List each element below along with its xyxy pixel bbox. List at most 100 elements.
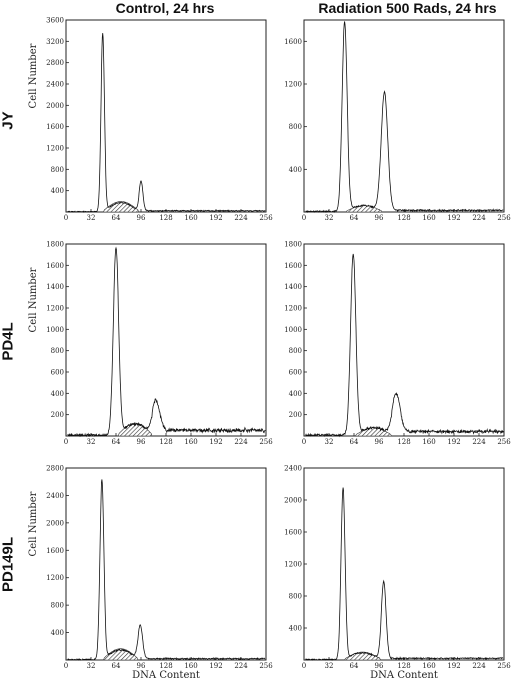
x-axis-title-pd149l-control: DNA Content	[132, 670, 200, 680]
x-tick-label-pd4l-radiation-0: 0	[302, 438, 306, 446]
x-tick-label-pd149l-control-5: 160	[184, 662, 197, 670]
x-tick-label-jy-control-0: 0	[64, 214, 68, 222]
x-tick-label-jy-radiation-7: 224	[472, 214, 486, 222]
x-tick-label-jy-radiation-3: 96	[375, 214, 384, 222]
x-tick-label-jy-control-3: 96	[137, 214, 146, 222]
x-tick-label-jy-radiation-5: 160	[422, 214, 435, 222]
x-tick-label-pd4l-radiation-8: 256	[497, 438, 511, 446]
x-tick-label-pd149l-radiation-8: 256	[497, 662, 511, 670]
y-tick-label-pd149l-radiation-3: 1600	[284, 529, 302, 537]
histogram-curve-pd4l-control	[67, 246, 266, 438]
x-tick-label-pd4l-radiation-7: 224	[472, 438, 486, 446]
x-tick-label-jy-control-6: 192	[209, 214, 222, 222]
y-tick-label-pd149l-control-1: 800	[51, 602, 64, 610]
plot-frame-jy-control	[65, 19, 267, 213]
x-tick-label-pd149l-radiation-7: 224	[472, 662, 486, 670]
y-tick-label-pd4l-radiation-3: 800	[289, 347, 302, 355]
plot-frame-pd4l-radiation	[303, 243, 505, 437]
x-tick-label-pd149l-control-6: 192	[209, 662, 222, 670]
y-tick-label-pd4l-control-0: 200	[51, 411, 64, 419]
x-tick-label-jy-radiation-0: 0	[302, 214, 306, 222]
x-tick-label-jy-control-7: 224	[234, 214, 248, 222]
column-title-radiation: Radiation 500 Rads, 24 hrs	[318, 0, 497, 16]
x-tick-label-pd4l-radiation-2: 64	[350, 438, 359, 446]
x-tick-label-pd149l-radiation-3: 96	[375, 662, 384, 670]
x-tick-label-pd4l-control-3: 96	[137, 438, 146, 446]
y-tick-label-jy-control-5: 2400	[46, 81, 64, 89]
x-tick-label-pd4l-radiation-5: 160	[422, 438, 435, 446]
x-tick-label-jy-radiation-1: 32	[325, 214, 334, 222]
x-tick-label-pd4l-radiation-1: 32	[325, 438, 334, 446]
y-tick-label-pd4l-radiation-8: 1800	[284, 241, 302, 249]
y-tick-label-jy-control-3: 1600	[46, 123, 64, 131]
plot-frame-pd4l-control	[65, 243, 267, 437]
y-axis-title-pd149l-control: Cell Number	[28, 491, 39, 556]
y-tick-label-pd4l-control-4: 1000	[46, 326, 64, 334]
x-tick-label-pd4l-control-8: 256	[259, 438, 273, 446]
x-tick-label-jy-radiation-2: 64	[350, 214, 359, 222]
x-tick-label-pd149l-radiation-2: 64	[350, 662, 359, 670]
y-axis-title-jy-control: Cell Number	[28, 43, 39, 108]
y-tick-label-pd4l-control-7: 1600	[46, 262, 64, 270]
y-tick-label-pd149l-radiation-5: 2400	[284, 465, 302, 473]
histogram-curve-pd149l-radiation	[305, 487, 504, 661]
shaded-s-phase-jy-radiation	[345, 205, 383, 213]
x-tick-label-jy-control-2: 64	[112, 214, 121, 222]
y-tick-label-jy-control-1: 800	[51, 166, 64, 174]
y-tick-label-pd4l-radiation-6: 1400	[284, 283, 302, 291]
x-tick-label-pd4l-control-4: 128	[159, 438, 172, 446]
plot-frame-pd149l-radiation	[303, 467, 505, 661]
x-axis-title-pd149l-radiation: DNA Content	[370, 670, 438, 680]
x-tick-label-pd4l-control-5: 160	[184, 438, 197, 446]
x-tick-label-pd149l-radiation-6: 192	[447, 662, 460, 670]
histogram-curve-pd4l-radiation	[305, 253, 504, 438]
x-tick-label-pd4l-radiation-3: 96	[375, 438, 384, 446]
x-tick-label-pd149l-control-4: 128	[159, 662, 172, 670]
y-tick-label-pd4l-radiation-7: 1600	[284, 262, 302, 270]
y-tick-label-pd4l-radiation-1: 400	[289, 390, 302, 398]
x-tick-label-jy-radiation-8: 256	[497, 214, 511, 222]
y-tick-label-jy-radiation-0: 400	[289, 166, 302, 174]
x-tick-label-jy-control-5: 160	[184, 214, 197, 222]
x-tick-label-pd149l-control-3: 96	[137, 662, 146, 670]
y-tick-label-pd149l-control-6: 2800	[46, 465, 64, 473]
x-tick-label-pd149l-control-2: 64	[112, 662, 121, 670]
y-tick-label-pd4l-control-1: 400	[51, 390, 64, 398]
histogram-curve-pd149l-control	[67, 479, 266, 661]
histogram-curve-jy-radiation	[305, 21, 504, 214]
x-tick-label-pd4l-control-2: 64	[112, 438, 121, 446]
y-tick-label-pd4l-control-6: 1400	[46, 283, 64, 291]
y-tick-label-pd4l-control-3: 800	[51, 347, 64, 355]
shaded-s-phase-pd4l-radiation	[355, 427, 392, 437]
y-tick-label-pd4l-radiation-0: 200	[289, 411, 302, 419]
x-tick-label-pd149l-radiation-0: 0	[302, 662, 306, 670]
y-tick-label-pd149l-control-0: 400	[51, 629, 64, 637]
y-tick-label-jy-control-2: 1200	[46, 145, 64, 153]
x-tick-label-pd4l-control-6: 192	[209, 438, 222, 446]
y-axis-title-pd4l-control: Cell Number	[28, 267, 39, 332]
y-tick-label-jy-radiation-2: 1200	[284, 81, 302, 89]
x-tick-label-pd149l-radiation-1: 32	[325, 662, 334, 670]
x-tick-label-jy-radiation-6: 192	[447, 214, 460, 222]
x-tick-label-pd149l-control-0: 0	[64, 662, 68, 670]
x-tick-label-pd149l-control-8: 256	[259, 662, 273, 670]
y-tick-label-pd4l-control-2: 600	[51, 369, 64, 377]
x-tick-label-pd4l-control-0: 0	[64, 438, 68, 446]
x-tick-label-jy-control-4: 128	[159, 214, 172, 222]
y-tick-label-jy-radiation-1: 800	[289, 123, 302, 131]
y-tick-label-pd4l-radiation-2: 600	[289, 369, 302, 377]
y-tick-label-jy-control-4: 2000	[46, 102, 64, 110]
y-tick-label-jy-control-6: 2800	[46, 59, 64, 67]
y-tick-label-pd149l-radiation-0: 400	[289, 625, 302, 633]
y-tick-label-pd149l-control-3: 1600	[46, 547, 64, 555]
y-tick-label-pd149l-radiation-4: 2000	[284, 497, 302, 505]
x-tick-label-pd4l-control-7: 224	[234, 438, 248, 446]
y-tick-label-pd4l-radiation-5: 1200	[284, 305, 302, 313]
shaded-s-phase-pd4l-control	[117, 422, 153, 437]
x-tick-label-pd149l-control-7: 224	[234, 662, 248, 670]
y-tick-label-pd149l-radiation-1: 800	[289, 593, 302, 601]
x-tick-label-pd149l-radiation-4: 128	[397, 662, 410, 670]
x-tick-label-jy-control-8: 256	[259, 214, 273, 222]
y-tick-label-pd149l-control-4: 2000	[46, 519, 64, 527]
